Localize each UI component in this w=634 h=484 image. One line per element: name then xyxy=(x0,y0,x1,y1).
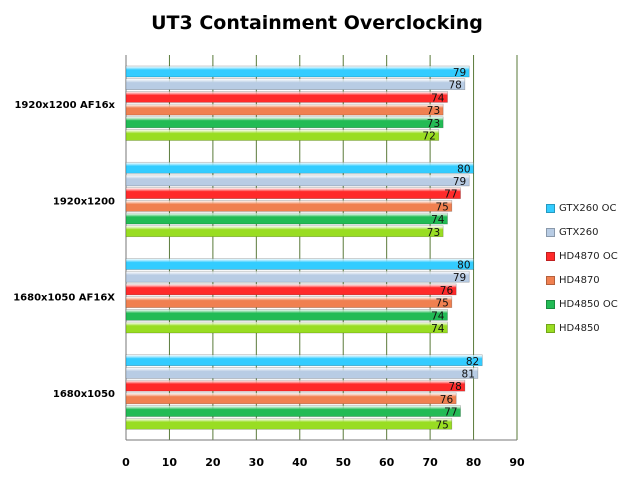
bar xyxy=(125,405,461,417)
data-label: 79 xyxy=(453,67,466,79)
legend-item: HD4870 xyxy=(546,268,618,292)
bar xyxy=(125,392,457,405)
data-label: 77 xyxy=(444,407,457,419)
data-label: 76 xyxy=(440,285,454,297)
legend-item: HD4870 OC xyxy=(546,244,618,268)
x-tick-label: 90 xyxy=(509,456,525,469)
data-label: 72 xyxy=(422,131,435,143)
data-label: 78 xyxy=(448,381,461,393)
legend-label: HD4850 OC xyxy=(559,298,618,310)
legend-swatch xyxy=(546,203,555,213)
data-label: 79 xyxy=(453,176,466,188)
data-label: 74 xyxy=(431,310,445,322)
legend-label: HD4850 xyxy=(559,322,600,334)
bar xyxy=(125,187,461,199)
data-label: 74 xyxy=(431,214,445,226)
legend-label: GTX260 xyxy=(559,226,599,238)
data-label: 82 xyxy=(466,356,479,368)
data-label: 74 xyxy=(431,92,445,104)
data-label: 75 xyxy=(435,201,448,213)
bar xyxy=(125,321,448,334)
category-label: 1680x1050 AF16X xyxy=(13,293,115,304)
x-tick-label: 30 xyxy=(249,456,265,469)
bar xyxy=(125,103,444,116)
x-tick-label: 40 xyxy=(292,456,308,469)
legend-label: GTX260 OC xyxy=(559,202,617,214)
bar xyxy=(125,129,440,141)
bar xyxy=(125,367,479,379)
x-tick-label: 80 xyxy=(466,456,482,469)
data-label: 75 xyxy=(435,298,448,310)
data-label: 75 xyxy=(435,419,448,431)
legend-item: HD4850 xyxy=(546,316,618,340)
category-label: 1920x1200 AF16x xyxy=(14,100,115,111)
legend-swatch xyxy=(546,299,555,309)
bar xyxy=(125,354,483,367)
bar xyxy=(125,200,453,212)
legend-item: GTX260 OC xyxy=(546,196,618,220)
chart-title: UT3 Containment Overclocking xyxy=(151,12,483,34)
bar xyxy=(125,258,474,270)
legend: GTX260 OC GTX260 HD4870 OC HD4870 HD4850 OC H… xyxy=(546,196,618,340)
bar xyxy=(125,283,457,296)
legend-item: GTX260 xyxy=(546,220,618,244)
x-tick-label: 10 xyxy=(162,456,178,469)
data-label: 81 xyxy=(462,368,475,380)
bar xyxy=(125,296,453,308)
bar xyxy=(125,116,444,129)
bar xyxy=(125,161,474,174)
data-label: 78 xyxy=(448,80,461,92)
legend-swatch xyxy=(546,227,555,237)
bar xyxy=(125,212,448,225)
bar xyxy=(125,174,470,187)
data-label: 73 xyxy=(427,118,440,130)
bar xyxy=(125,91,448,103)
legend-label: HD4870 OC xyxy=(559,250,618,262)
legend-swatch xyxy=(546,323,555,333)
data-label: 76 xyxy=(440,394,454,406)
x-tick-label: 0 xyxy=(122,456,130,469)
legend-swatch xyxy=(546,251,555,261)
bar xyxy=(125,379,466,392)
category-label: 1920x1200 xyxy=(53,196,115,207)
x-tick-label: 50 xyxy=(336,456,352,469)
data-label: 74 xyxy=(431,323,445,335)
x-tick-label: 70 xyxy=(422,456,438,469)
data-label: 80 xyxy=(457,260,470,272)
bar xyxy=(125,308,448,321)
x-tick-label: 20 xyxy=(205,456,221,469)
bar xyxy=(125,65,470,78)
data-label: 73 xyxy=(427,227,440,239)
data-label: 80 xyxy=(457,163,470,175)
legend-item: HD4850 OC xyxy=(546,292,618,316)
bar xyxy=(125,78,466,90)
data-label: 77 xyxy=(444,189,457,201)
x-tick-label: 60 xyxy=(379,456,395,469)
bar xyxy=(125,417,453,430)
legend-label: HD4870 xyxy=(559,274,600,286)
bar xyxy=(125,225,444,238)
bar xyxy=(125,270,470,283)
legend-swatch xyxy=(546,275,555,285)
data-label: 73 xyxy=(427,105,440,117)
category-label: 1680x1050 xyxy=(53,389,115,400)
data-label: 79 xyxy=(453,272,466,284)
